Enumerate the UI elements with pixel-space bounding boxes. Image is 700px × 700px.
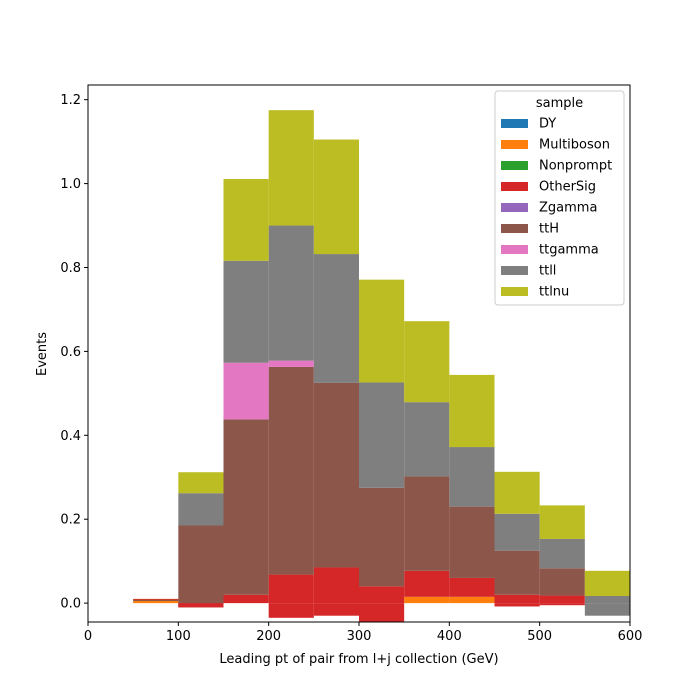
bar-othersig	[539, 595, 585, 604]
legend-label-zgamma: Zgamma	[539, 201, 597, 216]
bar-othersig	[133, 598, 179, 600]
bar-ttlnu	[494, 471, 540, 514]
bar-tth	[539, 568, 585, 596]
legend: sample DY Multiboson Nonprompt OtherSig Zgamm…	[494, 90, 625, 306]
legend-swatch-tth	[501, 224, 528, 233]
legend-label-othersig: OtherSig	[539, 180, 596, 195]
bar-tth	[404, 476, 450, 571]
bar-negative-othersig	[494, 603, 540, 607]
bar-tth	[494, 550, 540, 595]
legend-label-dy: DY	[539, 117, 556, 132]
y-tick-label: 0.4	[60, 429, 81, 444]
bar-ttlnu	[268, 110, 314, 226]
bar-tth	[223, 419, 269, 595]
bar-ttlnu	[584, 570, 630, 596]
bar-tth	[449, 506, 495, 578]
bar-othersig	[449, 577, 495, 597]
legend-swatch-nonprompt	[501, 161, 528, 170]
legend-swatch-multiboson	[501, 140, 528, 149]
bar-negative-othersig	[313, 603, 359, 616]
bar-ttll	[268, 225, 314, 361]
x-tick-label: 300	[347, 629, 372, 644]
x-tick-label: 400	[437, 629, 462, 644]
bar-negative-othersig	[359, 603, 405, 622]
bar-ttgamma	[268, 360, 314, 367]
bar-negative-othersig	[178, 603, 224, 608]
x-tick-label: 200	[256, 629, 281, 644]
bar-ttlnu	[539, 505, 585, 539]
bar-ttlnu	[178, 472, 224, 494]
bar-ttlnu	[359, 279, 405, 383]
bar-ttll	[584, 595, 630, 604]
bar-othersig	[359, 586, 405, 604]
bar-ttll	[404, 402, 450, 477]
bar-othersig	[268, 574, 314, 604]
histogram-bars	[133, 110, 630, 622]
legend-swatch-othersig	[501, 182, 528, 191]
y-tick-label: 0.0	[60, 597, 81, 612]
legend-title: sample	[536, 96, 583, 111]
legend-label-multiboson: Multiboson	[539, 138, 610, 153]
legend-swatch-ttlnu	[501, 287, 528, 296]
legend-swatch-dy	[501, 119, 528, 128]
bar-tth	[178, 525, 224, 608]
legend-label-ttgamma: ttgamma	[539, 243, 599, 258]
y-tick-label: 0.8	[60, 261, 81, 276]
bar-othersig	[313, 567, 359, 604]
bar-negative-othersig	[268, 603, 314, 618]
bar-ttll	[359, 382, 405, 488]
bar-ttgamma	[223, 362, 269, 420]
legend-swatch-ttgamma	[501, 245, 528, 254]
y-tick-label: 0.2	[60, 513, 81, 528]
x-tick-label: 600	[618, 629, 643, 644]
bar-negative-ttll	[584, 603, 630, 616]
bar-othersig	[404, 570, 450, 597]
bar-tth	[359, 487, 405, 587]
bar-ttll	[313, 254, 359, 383]
bar-othersig	[223, 594, 269, 604]
bar-ttll	[449, 447, 495, 507]
bar-tth	[268, 366, 314, 575]
x-axis-label: Leading pt of pair from l+j collection (…	[219, 652, 498, 667]
bar-tth	[313, 382, 359, 568]
legend-label-tth: ttH	[539, 222, 559, 237]
legend-label-ttlnu: ttlnu	[539, 285, 569, 300]
bar-tth	[133, 599, 179, 602]
x-tick-label: 500	[527, 629, 552, 644]
bar-ttlnu	[313, 139, 359, 255]
bar-ttll	[178, 493, 224, 526]
legend-swatch-zgamma	[501, 203, 528, 212]
bar-ttlnu	[449, 374, 495, 448]
legend-label-ttll: ttll	[539, 264, 556, 279]
legend-label-nonprompt: Nonprompt	[539, 159, 612, 174]
bar-multiboson	[449, 596, 495, 604]
x-tick-label: 100	[166, 629, 191, 644]
bar-ttll	[539, 538, 585, 569]
y-tick-label: 1.0	[60, 177, 81, 192]
bar-ttlnu	[404, 321, 450, 403]
y-tick-label: 0.6	[60, 345, 81, 360]
x-tick-label: 0	[84, 629, 92, 644]
bar-ttll	[223, 260, 269, 363]
bar-ttll	[494, 513, 540, 551]
bar-multiboson	[404, 596, 450, 604]
bar-ttlnu	[223, 178, 269, 261]
y-tick-label: 1.2	[60, 93, 81, 108]
bar-negative-othersig	[539, 603, 585, 606]
y-axis-label: Events	[35, 332, 50, 376]
bar-othersig	[494, 594, 540, 604]
axes: 0 100 200 300 400 500 600 0.0 0.2 0.4 0.6 0.8 1.0 1.2	[60, 84, 643, 644]
legend-swatch-ttll	[501, 266, 528, 275]
